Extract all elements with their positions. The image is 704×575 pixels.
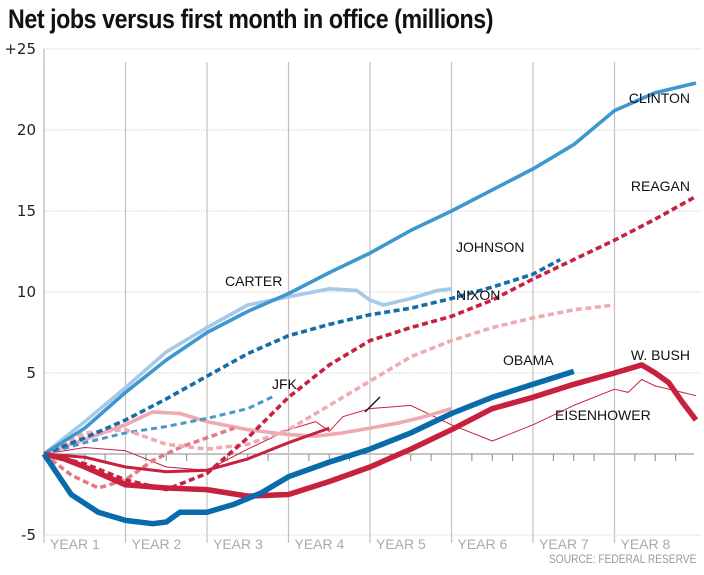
tick-labels: +25 20 15 10 5 -5 YEAR 1 YEAR 2 YEAR 3 YEAR 4 YEAR…: [4, 40, 670, 552]
y-tick-label: +25: [4, 40, 36, 58]
series-line-carter: [42, 287, 452, 456]
series-label: REAGAN: [631, 178, 690, 194]
series-label: W. BUSH: [631, 347, 690, 363]
chart-title: Net jobs versus first month in office (m…: [8, 4, 494, 34]
source-note: SOURCE: FEDERAL RESERVE: [548, 552, 696, 566]
y-tick-label: 10: [17, 283, 36, 301]
series-line-eisenhower: [43, 379, 697, 471]
y-tick-label: 5: [26, 364, 36, 382]
series-line-obama: [41, 368, 575, 527]
marker-layer: [364, 396, 381, 413]
series-line-w-bush: [43, 362, 699, 499]
series-label: CLINTON: [629, 90, 690, 106]
x-tick-label: YEAR 5: [376, 536, 426, 552]
series-label: EISENHOWER: [555, 407, 651, 423]
x-tick-label: YEAR 7: [539, 536, 589, 552]
series-label: JFK: [272, 376, 298, 392]
series-line-ford-dashed-salmon-: [42, 426, 235, 490]
x-tick-label: YEAR 8: [621, 536, 671, 552]
series-line-jfk: [43, 394, 276, 456]
series-line-clinton: [43, 81, 697, 456]
series-label: JOHNSON: [456, 239, 524, 255]
series-layer: [41, 81, 699, 527]
y-tick-label: 20: [17, 121, 36, 139]
y-tick-label: 15: [17, 202, 36, 220]
series-line-johnson: [43, 258, 562, 456]
x-tick-label: YEAR 1: [50, 536, 100, 552]
x-tick-label: YEAR 6: [458, 536, 508, 552]
x-tick-label: YEAR 2: [132, 536, 182, 552]
series-line-hw-bush-thin-pink-: [43, 406, 453, 456]
x-tick-label: YEAR 3: [213, 536, 263, 552]
break-marker: [364, 396, 381, 413]
series-label: OBAMA: [503, 352, 554, 368]
series-labels: CLINTON REAGAN CARTER JOHNSON NIXON JFK OBAMA W…: [225, 90, 690, 423]
series-line-h-w-dark-red-thin: [43, 426, 330, 474]
y-tick-label: -5: [21, 526, 36, 544]
series-label: CARTER: [225, 273, 282, 289]
series-label: NIXON: [456, 287, 500, 303]
x-tick-label: YEAR 4: [295, 536, 345, 552]
series-line-reagan: [43, 194, 697, 492]
